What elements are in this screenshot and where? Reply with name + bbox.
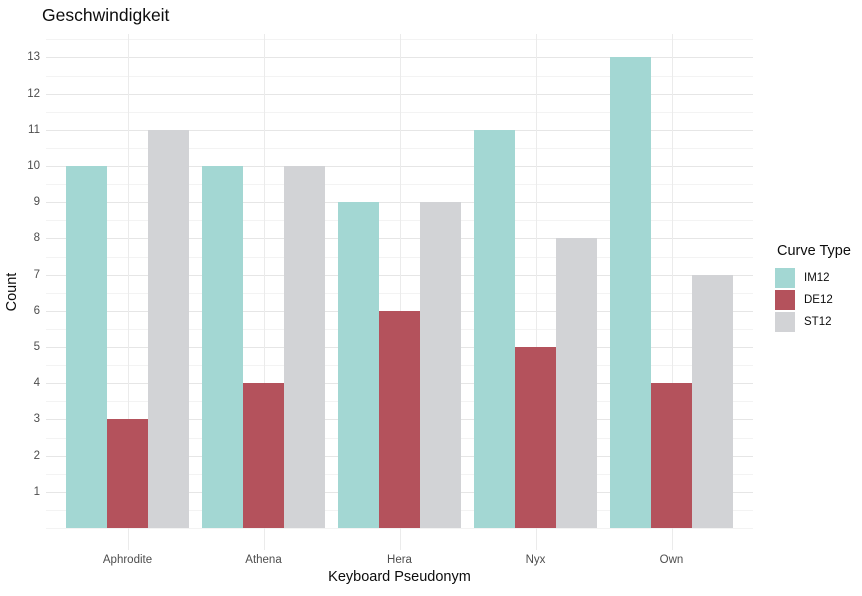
x-tick-label-nyx: Nyx: [525, 554, 546, 566]
bar-de12-aphrodite: [107, 419, 148, 528]
legend-items: IM12 DE12 ST12: [775, 268, 851, 332]
vertical-gridline-aphrodite: [127, 34, 129, 550]
y-tick-label-13: 13: [27, 51, 40, 64]
y-tick-label-12: 12: [27, 87, 40, 100]
vertical-gridline-athena: [263, 34, 265, 550]
bar-im12-nyx: [474, 129, 515, 528]
bar-im12-aphrodite: [66, 166, 107, 528]
y-tick-label-8: 8: [33, 232, 40, 245]
bar-st12-nyx: [556, 238, 597, 528]
bar-im12-own: [610, 57, 651, 528]
bar-im12-hera: [338, 202, 379, 528]
x-axis-title: Keyboard Pseudonym: [328, 569, 471, 585]
legend-label-de12: DE12: [804, 294, 833, 306]
bar-de12-athena: [243, 383, 284, 528]
legend-item-de12: DE12: [775, 290, 851, 310]
bar-st12-own: [692, 274, 733, 528]
legend-swatch-st12: [775, 312, 795, 332]
y-tick-label-10: 10: [27, 160, 40, 172]
x-tick-label-athena: Athena: [245, 554, 282, 566]
bar-de12-hera: [379, 310, 420, 528]
vertical-gridline-nyx: [535, 34, 537, 550]
plot-panel: [46, 34, 753, 550]
y-tick-label-11: 11: [28, 123, 40, 136]
legend-label-im12: IM12: [804, 272, 830, 284]
y-tick-label-9: 9: [33, 196, 40, 209]
legend: Curve Type IM12 DE12 ST12: [775, 243, 851, 334]
legend-title: Curve Type: [777, 243, 851, 259]
legend-label-st12: ST12: [804, 316, 832, 328]
bar-im12-athena: [202, 166, 243, 528]
y-tick-label-3: 3: [33, 413, 40, 426]
y-tick-label-2: 2: [33, 449, 40, 462]
vertical-gridline-own: [671, 34, 673, 550]
bar-de12-own: [651, 383, 692, 528]
legend-swatch-im12: [775, 268, 795, 288]
legend-item-st12: ST12: [775, 312, 851, 332]
x-tick-label-aphrodite: Aphrodite: [102, 554, 153, 566]
chart-title: Geschwindigkeit: [42, 5, 170, 25]
legend-swatch-de12: [775, 290, 795, 310]
x-tick-label-own: Own: [659, 554, 684, 566]
y-tick-label-1: 1: [33, 485, 40, 498]
y-tick-label-7: 7: [33, 268, 40, 281]
legend-item-im12: IM12: [775, 268, 851, 288]
y-tick-label-6: 6: [33, 304, 40, 317]
bar-de12-nyx: [515, 347, 556, 528]
bar-st12-athena: [284, 166, 325, 528]
x-tick-label-hera: Hera: [387, 554, 412, 566]
bar-st12-aphrodite: [148, 129, 189, 528]
vertical-gridline-hera: [399, 34, 401, 550]
bar-st12-hera: [420, 202, 461, 528]
y-tick-label-4: 4: [33, 377, 40, 390]
y-tick-label-5: 5: [33, 341, 40, 353]
